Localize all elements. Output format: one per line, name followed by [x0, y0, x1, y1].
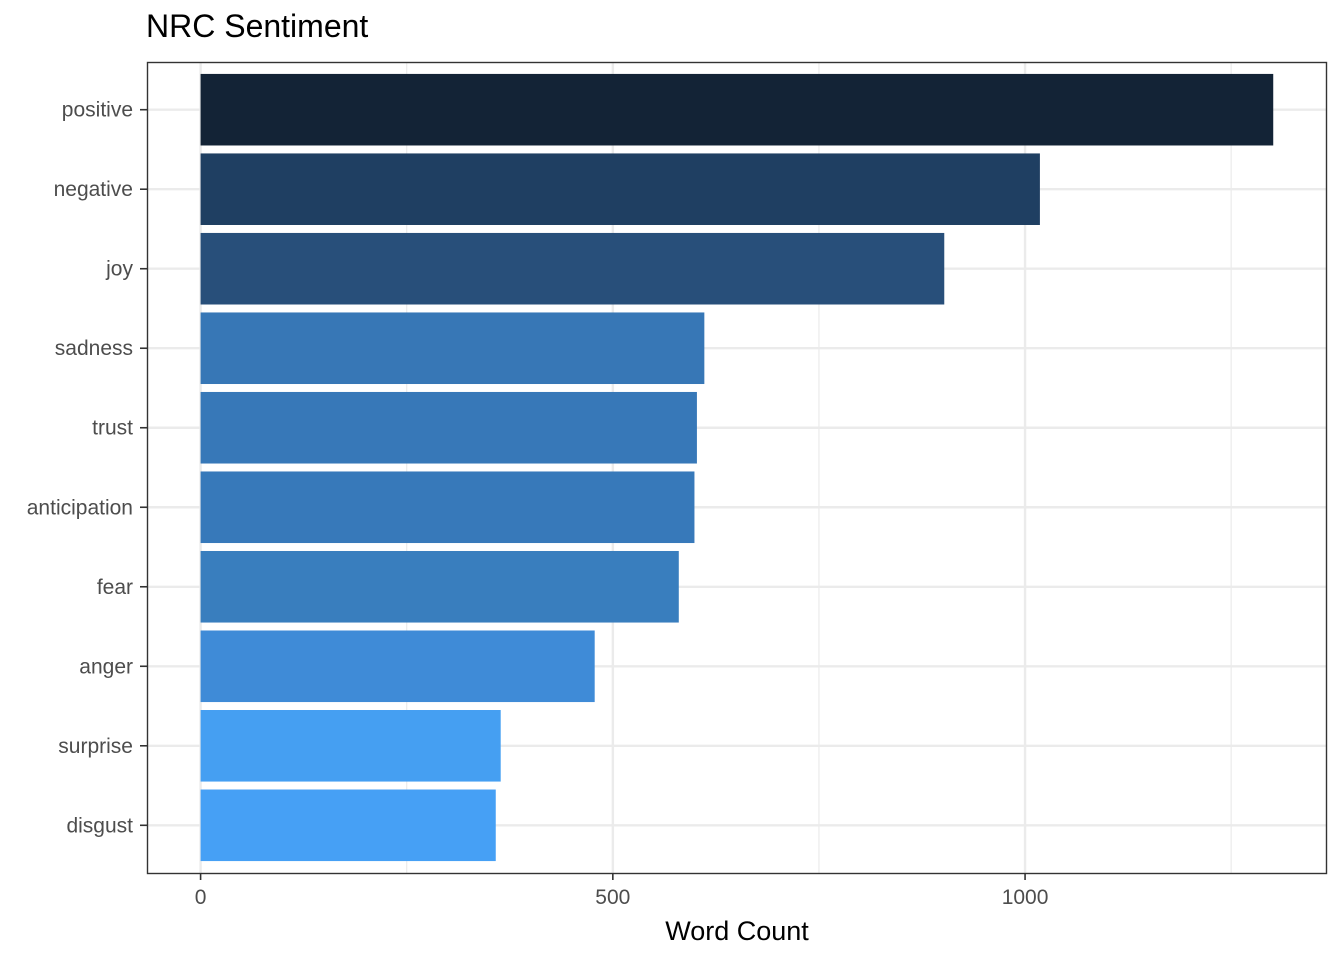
y-tick-label-positive: positive: [62, 99, 133, 122]
x-axis: 0 500 1000: [195, 873, 1049, 909]
y-tick-label-fear: fear: [97, 576, 133, 599]
bar-negative: [200, 153, 1040, 225]
y-tick-label-surprise: surprise: [58, 735, 133, 758]
y-tick-label-disgust: disgust: [66, 814, 133, 837]
bar-sadness: [200, 312, 705, 385]
bar-surprise: [200, 710, 501, 782]
y-tick-label-anticipation: anticipation: [27, 496, 133, 519]
panel-border: [146, 61, 1328, 875]
bar-trust: [200, 391, 697, 464]
y-tick-label-negative: negative: [54, 178, 133, 201]
x-axis-title: Word Count: [665, 916, 809, 946]
bar-anger: [200, 630, 595, 703]
y-tick-label-sadness: sadness: [55, 337, 133, 360]
bar-positive: [200, 73, 1274, 146]
y-tick-label-anger: anger: [79, 655, 133, 678]
y-axis: positive negative joy sadness trust anticipat…: [27, 99, 147, 837]
x-tick-label-1000: 1000: [1002, 886, 1049, 909]
y-tick-label-joy: joy: [105, 258, 133, 281]
bars: [200, 73, 1274, 862]
chart-title: NRC Sentiment: [146, 8, 369, 44]
bar-anticipation: [200, 471, 695, 544]
x-tick-label-500: 500: [595, 886, 630, 909]
y-tick-label-trust: trust: [92, 417, 133, 440]
bar-joy: [200, 232, 945, 305]
bar-disgust: [200, 789, 496, 862]
bar-fear: [200, 550, 679, 623]
x-tick-label-0: 0: [195, 886, 207, 909]
